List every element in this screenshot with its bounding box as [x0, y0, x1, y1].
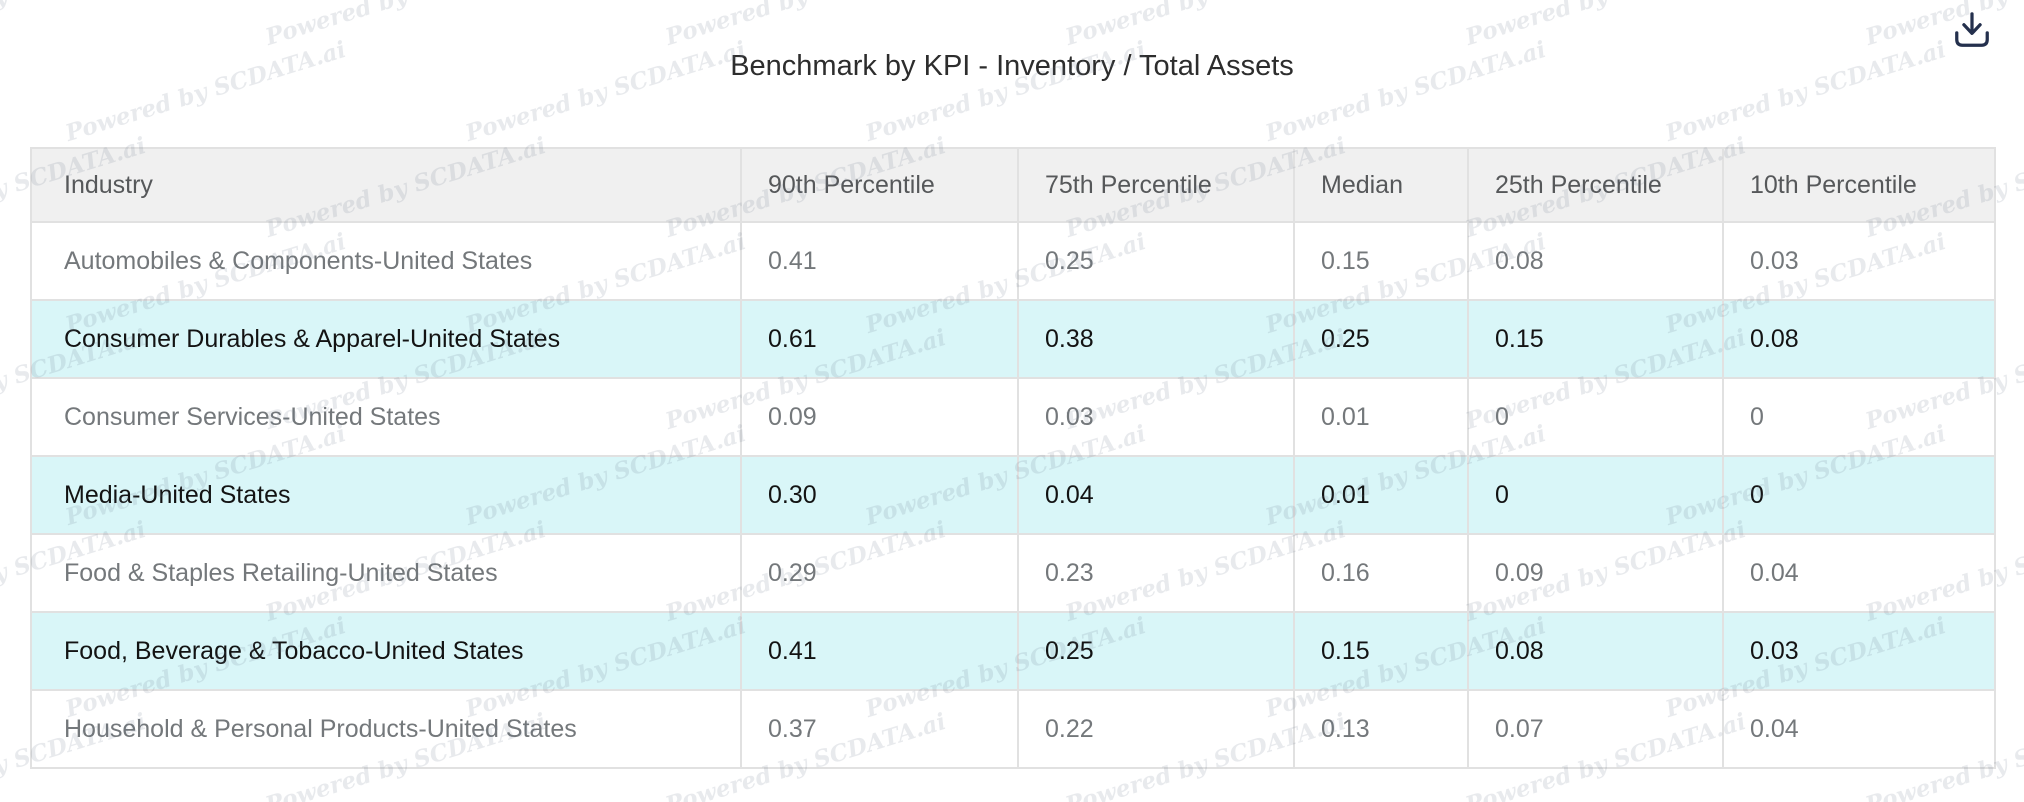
value-cell: 0.03: [1722, 611, 1996, 691]
value-cell: 0.08: [1467, 611, 1724, 691]
value-cell: 0.13: [1293, 689, 1469, 769]
table-row: Automobiles & Components-United States 0…: [30, 221, 1996, 301]
table-row: Food, Beverage & Tobacco-United States 0…: [30, 611, 1996, 691]
value-cell: 0.37: [740, 689, 1019, 769]
column-header-90th-percentile: 90th Percentile: [740, 147, 1019, 223]
industry-cell: Food & Staples Retailing-United States: [30, 533, 742, 613]
value-cell: 0.09: [1467, 533, 1724, 613]
industry-cell: Household & Personal Products-United Sta…: [30, 689, 742, 769]
value-cell: 0.15: [1293, 611, 1469, 691]
download-button[interactable]: [1944, 6, 2002, 54]
value-cell: 0.41: [740, 221, 1019, 301]
industry-cell: Media-United States: [30, 455, 742, 535]
value-cell: 0.25: [1017, 221, 1295, 301]
value-cell: 0: [1722, 455, 1996, 535]
value-cell: 0.30: [740, 455, 1019, 535]
value-cell: 0.01: [1293, 455, 1469, 535]
page-title: Benchmark by KPI - Inventory / Total Ass…: [730, 50, 1294, 82]
value-cell: 0.25: [1017, 611, 1295, 691]
value-cell: 0: [1467, 377, 1724, 457]
column-header-25th-percentile: 25th Percentile: [1467, 147, 1724, 223]
download-icon: [1955, 12, 1989, 47]
value-cell: 0.07: [1467, 689, 1724, 769]
value-cell: 0.03: [1722, 221, 1996, 301]
value-cell: 0.04: [1722, 533, 1996, 613]
table-row: Household & Personal Products-United Sta…: [30, 689, 1996, 769]
value-cell: 0: [1467, 455, 1724, 535]
value-cell: 0.38: [1017, 299, 1295, 379]
value-cell: 0.61: [740, 299, 1019, 379]
value-cell: 0.09: [740, 377, 1019, 457]
value-cell: 0.15: [1293, 221, 1469, 301]
value-cell: 0.08: [1467, 221, 1724, 301]
watermark-text: Powered by SCDATA.ai: [262, 0, 549, 51]
value-cell: 0.23: [1017, 533, 1295, 613]
value-cell: 0.22: [1017, 689, 1295, 769]
value-cell: 0.03: [1017, 377, 1295, 457]
value-cell: 0.04: [1017, 455, 1295, 535]
table-header-row: Industry 90th Percentile 75th Percentile…: [30, 147, 1996, 223]
table-row: Food & Staples Retailing-United States 0…: [30, 533, 1996, 613]
value-cell: 0.29: [740, 533, 1019, 613]
watermark-text: Powered by SCDATA.ai: [0, 0, 149, 51]
table-row: Media-United States 0.30 0.04 0.01 0 0: [30, 455, 1996, 535]
column-header-median: Median: [1293, 147, 1469, 223]
value-cell: 0: [1722, 377, 1996, 457]
industry-cell: Consumer Services-United States: [30, 377, 742, 457]
industry-cell: Automobiles & Components-United States: [30, 221, 742, 301]
value-cell: 0.08: [1722, 299, 1996, 379]
watermark-text: Powered by SCDATA.ai: [1462, 0, 1749, 51]
table-row: Consumer Services-United States 0.09 0.0…: [30, 377, 1996, 457]
industry-cell: Food, Beverage & Tobacco-United States: [30, 611, 742, 691]
column-header-industry: Industry: [30, 147, 742, 223]
value-cell: 0.04: [1722, 689, 1996, 769]
value-cell: 0.01: [1293, 377, 1469, 457]
watermark-text: Powered by SCDATA.ai: [662, 0, 949, 51]
benchmark-table: Industry 90th Percentile 75th Percentile…: [30, 147, 1996, 769]
value-cell: 0.25: [1293, 299, 1469, 379]
value-cell: 0.15: [1467, 299, 1724, 379]
watermark-text: Powered by SCDATA.ai: [1062, 0, 1349, 51]
column-header-10th-percentile: 10th Percentile: [1722, 147, 1996, 223]
table-row: Consumer Durables & Apparel-United State…: [30, 299, 1996, 379]
column-header-75th-percentile: 75th Percentile: [1017, 147, 1295, 223]
value-cell: 0.16: [1293, 533, 1469, 613]
value-cell: 0.41: [740, 611, 1019, 691]
industry-cell: Consumer Durables & Apparel-United State…: [30, 299, 742, 379]
